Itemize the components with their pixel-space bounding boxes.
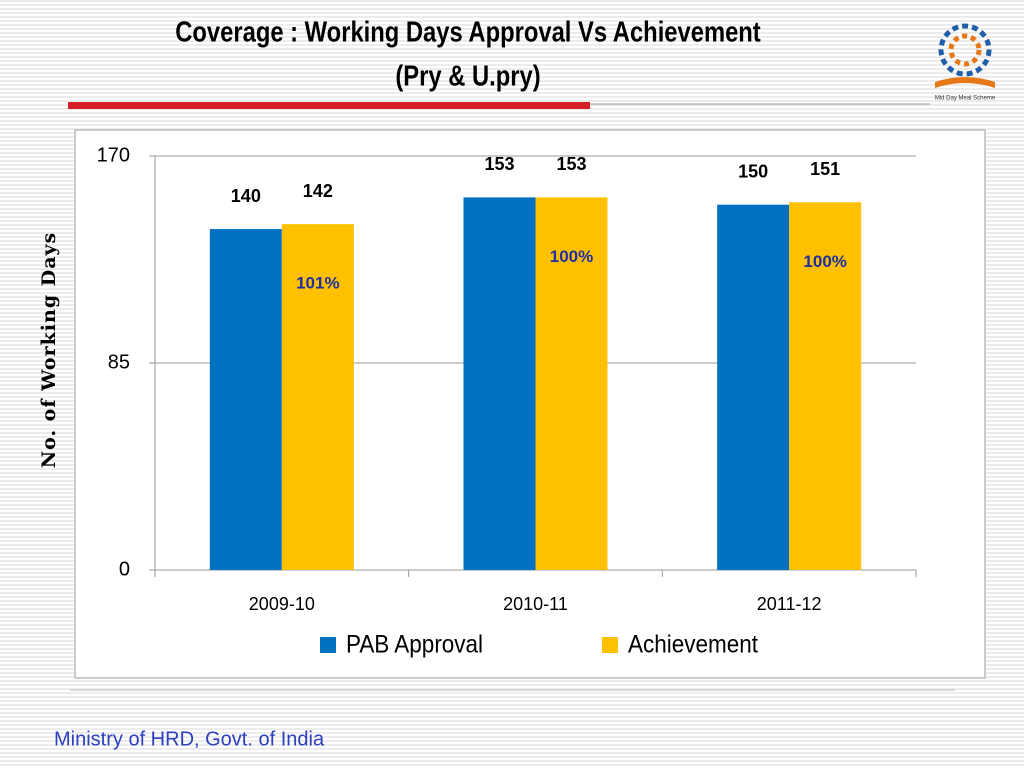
x-tick-label: 2009-10 xyxy=(249,594,315,614)
subtitle: (Pry & U.pry) xyxy=(395,59,540,92)
bar xyxy=(535,197,608,570)
value-label: 140 xyxy=(231,186,261,206)
y-tick-label: 0 xyxy=(119,558,130,580)
x-tick-label: 2011-12 xyxy=(757,594,822,614)
value-label: 153 xyxy=(484,154,514,174)
title-rule xyxy=(68,102,590,109)
bar xyxy=(717,204,790,571)
legend-label: PAB Approval xyxy=(346,631,483,659)
legend-swatch xyxy=(320,637,336,653)
annotation: 101% xyxy=(296,274,339,293)
value-label: 151 xyxy=(810,159,840,179)
y-axis-title: No. of Working Days xyxy=(38,232,60,469)
legend-label: Achievement xyxy=(628,631,758,659)
bar xyxy=(789,202,862,571)
bar xyxy=(281,224,354,570)
value-label: 153 xyxy=(556,154,586,174)
legend-swatch xyxy=(602,637,618,653)
y-tick-label: 170 xyxy=(97,144,130,166)
footer: Ministry of HRD, Govt. of India xyxy=(54,728,325,750)
bar xyxy=(209,229,282,570)
value-label: 150 xyxy=(738,161,768,181)
annotation: 100% xyxy=(550,247,593,266)
y-tick-label: 85 xyxy=(108,351,130,373)
x-tick-label: 2010-11 xyxy=(503,594,568,614)
bar xyxy=(463,197,536,570)
value-label: 142 xyxy=(303,181,333,201)
annotation: 100% xyxy=(803,252,846,271)
logo-text: Mid Day Meal Scheme xyxy=(935,96,996,102)
title: Coverage : Working Days Approval Vs Achi… xyxy=(175,15,761,48)
logo: Mid Day Meal Scheme xyxy=(935,23,996,102)
